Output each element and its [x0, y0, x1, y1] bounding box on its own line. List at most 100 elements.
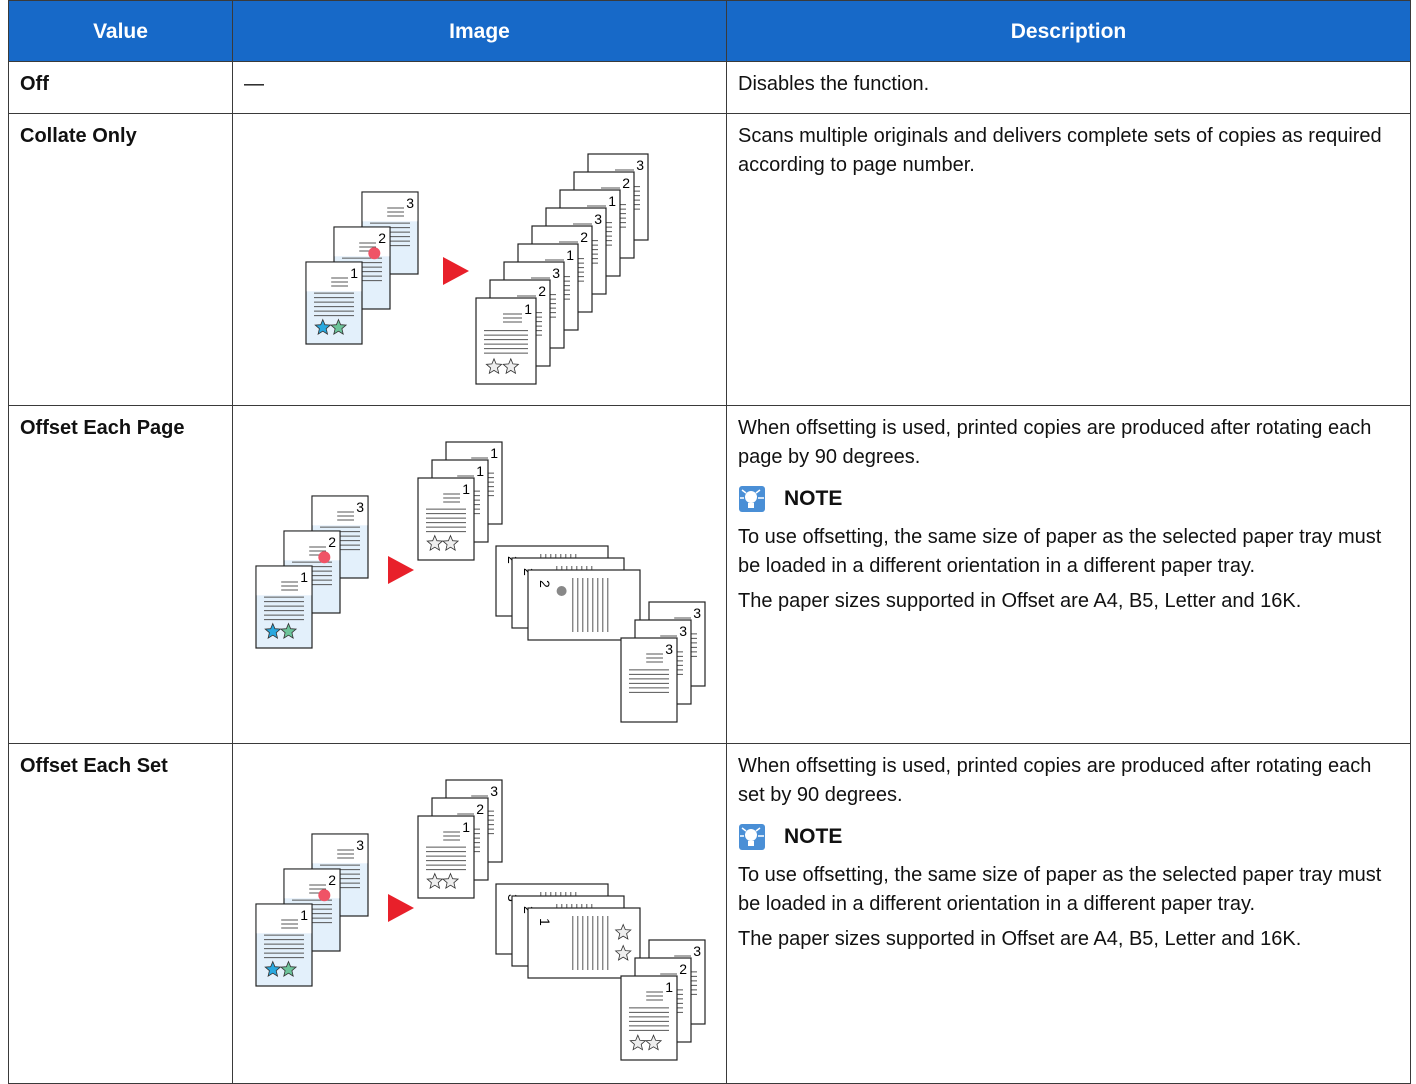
paper [417, 477, 475, 561]
page-number: 1 [350, 265, 358, 281]
paper-top [256, 566, 312, 596]
page-number: 3 [636, 157, 644, 173]
note-title: NOTE [784, 487, 843, 510]
star [644, 1034, 663, 1051]
star [441, 872, 460, 889]
star [264, 960, 282, 977]
page-number: 3 [356, 837, 364, 853]
page-number: 3 [594, 211, 602, 227]
description-cell: When offsetting is used, printed copies … [726, 405, 1411, 744]
page-number: 3 [356, 499, 364, 515]
star [485, 357, 503, 375]
note-text: To use offsetting, the same size of pape… [738, 864, 1382, 915]
paper-top [362, 192, 418, 222]
description-cell: When offsetting is used, printed copies … [726, 743, 1411, 1084]
page-number: 3 [693, 605, 701, 621]
row: Offset Each Page 321111222333 When offse… [8, 405, 1411, 744]
description-cell: Disables the function. [726, 61, 1411, 114]
description: When offsetting is used, printed copies … [738, 755, 1372, 806]
star [614, 944, 632, 961]
page-number: 1 [566, 247, 574, 263]
paper-top [312, 834, 368, 864]
star [441, 534, 460, 551]
page-number: 2 [328, 534, 336, 550]
value-cell: Off [8, 61, 233, 114]
note-text: The paper sizes supported in Offset are … [738, 590, 1302, 612]
header-row: Value Image Description [8, 0, 1411, 62]
page-number: 2 [580, 229, 588, 245]
paper-top [334, 227, 390, 257]
dot [318, 889, 331, 902]
page-number: 1 [537, 918, 553, 926]
description-cell: Scans multiple originals and delivers co… [726, 113, 1411, 406]
page-number: 3 [490, 783, 498, 799]
page-number: 2 [378, 230, 386, 246]
arrow [443, 257, 469, 285]
paper [620, 637, 678, 723]
paper-top [306, 262, 362, 292]
paper [417, 815, 475, 899]
page-number: 2 [537, 580, 553, 588]
arrow [388, 556, 414, 584]
note-text: The paper sizes supported in Offset are … [738, 928, 1302, 950]
header-cell: Description [726, 0, 1411, 62]
dot [318, 551, 331, 564]
page-number: 2 [679, 961, 687, 977]
page-number: 1 [608, 193, 616, 209]
note-icon [739, 485, 765, 512]
note-icon [739, 823, 765, 850]
paper-top [312, 496, 368, 526]
page-number: 2 [622, 175, 630, 191]
page-number: 3 [552, 265, 560, 281]
value-cell: Offset Each Set [8, 743, 233, 1084]
paper [475, 297, 537, 385]
page-number: 1 [490, 445, 498, 461]
illustration: 321111222333 [255, 441, 706, 723]
page-number: 2 [476, 801, 484, 817]
page-number: 1 [524, 301, 532, 317]
page-number: 3 [679, 623, 687, 639]
star [279, 622, 298, 639]
paper-top [284, 531, 340, 561]
page-number: 3 [665, 641, 673, 657]
description: When offsetting is used, printed copies … [738, 417, 1372, 468]
star [502, 357, 520, 375]
page-number: 3 [406, 195, 414, 211]
image-cell: 321111222333 [232, 405, 727, 744]
star [279, 960, 298, 977]
page-number: 1 [476, 463, 484, 479]
description: Scans multiple originals and delivers co… [738, 125, 1382, 176]
header-cell: Image [232, 0, 727, 62]
page-number: 3 [693, 943, 701, 959]
page-number: 1 [300, 907, 308, 923]
dot [556, 586, 567, 596]
star [264, 622, 282, 639]
page-number: 1 [300, 569, 308, 585]
row: Off — Disables the function. [8, 61, 1411, 114]
value-cell: Collate Only [8, 113, 233, 406]
image-cell: — [232, 61, 727, 114]
note-title: NOTE [784, 825, 843, 848]
note-text: To use offsetting, the same size of pape… [738, 526, 1382, 577]
paper [620, 975, 678, 1061]
arrow [388, 894, 414, 922]
settings-table: Value Image Description Off — Disables t… [8, 0, 1411, 1084]
dot [368, 247, 381, 260]
paper [527, 907, 641, 979]
paper-top [256, 904, 312, 934]
note-heading: NOTE [738, 822, 1399, 851]
header-cell: Value [8, 0, 233, 62]
value-cell: Offset Each Page [8, 405, 233, 744]
page-number: 1 [462, 481, 470, 497]
star [426, 534, 444, 551]
page-number: 2 [328, 872, 336, 888]
paper-top [284, 869, 340, 899]
description: Disables the function. [738, 73, 930, 95]
